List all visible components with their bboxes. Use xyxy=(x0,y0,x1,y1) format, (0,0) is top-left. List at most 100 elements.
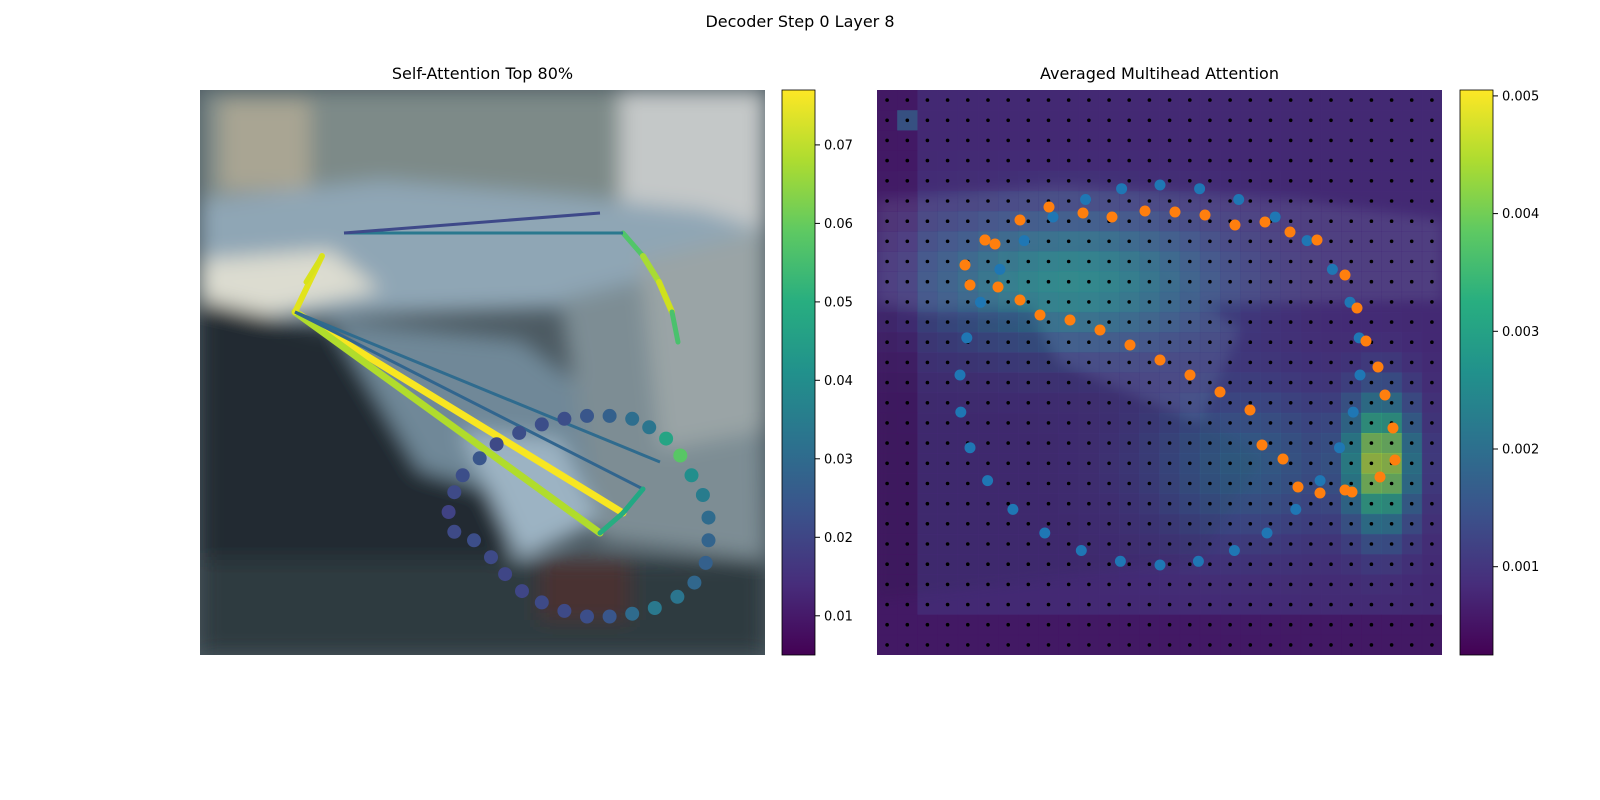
grid-dot xyxy=(1188,98,1192,102)
grid-dot xyxy=(1409,501,1414,506)
grid-dot xyxy=(1389,602,1394,607)
grid-dot xyxy=(1228,118,1232,123)
grid-dot xyxy=(986,441,990,445)
grid-dot xyxy=(1389,401,1394,405)
grid-dot xyxy=(925,118,930,123)
grid-dot xyxy=(945,98,950,102)
grid-dot xyxy=(1389,118,1394,123)
edge xyxy=(343,211,601,235)
grid-dot xyxy=(1349,320,1353,324)
orange-point xyxy=(1374,471,1386,483)
grid-dot xyxy=(1288,441,1293,445)
grid-dot xyxy=(966,582,970,587)
blue-point xyxy=(1233,194,1245,205)
orange-point xyxy=(1014,214,1026,226)
grid-dot xyxy=(1329,542,1333,546)
grid-dot xyxy=(1389,279,1394,284)
grid-dot xyxy=(1228,421,1232,425)
grid-dot xyxy=(1147,582,1152,587)
grid-dot xyxy=(1349,522,1353,526)
grid-dot xyxy=(1188,602,1192,607)
grid-dot xyxy=(1430,522,1434,526)
grid-dot xyxy=(1268,522,1273,526)
grid-dot xyxy=(1167,279,1172,284)
grid-dot xyxy=(1208,501,1212,506)
grid-dot xyxy=(986,320,990,324)
grid-dot xyxy=(1349,138,1353,143)
grid-dot xyxy=(1026,481,1031,486)
blue-point xyxy=(1228,545,1240,556)
grid-dot xyxy=(1288,622,1293,627)
orange-point xyxy=(1311,234,1323,246)
grid-dot xyxy=(925,421,930,425)
grid-dot xyxy=(1208,360,1212,365)
grid-dot xyxy=(1288,279,1293,284)
grid-dot xyxy=(1127,481,1131,486)
orange-point xyxy=(1184,369,1196,381)
orange-points xyxy=(959,201,1401,499)
grid-dot xyxy=(1369,501,1374,506)
grid-dot xyxy=(1389,320,1394,324)
grid-dot xyxy=(945,138,950,143)
grid-dot xyxy=(1389,622,1394,627)
grid-dot xyxy=(1268,239,1273,244)
grid-dot xyxy=(966,643,970,647)
grid-dot xyxy=(1409,158,1414,163)
grid-dot xyxy=(925,199,930,203)
grid-dot xyxy=(1127,643,1131,647)
grid-dot xyxy=(885,401,889,405)
grid-dot xyxy=(1228,643,1232,647)
grid-dot xyxy=(1046,279,1051,284)
attention-point xyxy=(580,609,594,624)
grid-dot xyxy=(1026,158,1031,163)
grid-dot xyxy=(1409,98,1414,102)
grid-dot xyxy=(1268,279,1273,284)
grid-dot xyxy=(1006,622,1010,627)
grid-dot xyxy=(1006,421,1010,425)
grid-dot xyxy=(1268,461,1273,466)
grid-dot xyxy=(1329,481,1333,486)
grid-dot xyxy=(1046,461,1051,466)
grid-dot xyxy=(1288,380,1293,385)
grid-dot xyxy=(1188,199,1192,203)
grid-dot xyxy=(1309,501,1313,506)
grid-dot xyxy=(1409,441,1414,445)
grid-dot xyxy=(1006,461,1010,466)
grid-dot xyxy=(1127,279,1131,284)
grid-dot xyxy=(1248,380,1253,385)
grid-dot xyxy=(1006,118,1010,123)
grid-dot xyxy=(986,622,990,627)
grid-dot xyxy=(1167,259,1172,264)
right-chart-title: Averaged Multihead Attention xyxy=(1040,64,1279,83)
grid-dot xyxy=(1046,522,1051,526)
grid-dot xyxy=(1208,441,1212,445)
grid-dot xyxy=(1268,643,1273,647)
grid-dot xyxy=(925,320,930,324)
grid-dot xyxy=(1369,199,1374,203)
grid-dot xyxy=(1349,622,1353,627)
grid-dot xyxy=(1349,380,1353,385)
grid-dot xyxy=(1127,582,1131,587)
grid-dot xyxy=(1409,300,1414,304)
grid-dot xyxy=(1188,279,1192,284)
grid-dot xyxy=(1369,179,1374,183)
grid-dot xyxy=(1087,522,1091,526)
grid-dot xyxy=(1188,441,1192,445)
grid-dot xyxy=(1127,219,1131,223)
grid-dot xyxy=(966,481,970,486)
blue-point xyxy=(982,475,994,487)
grid-dot xyxy=(1087,118,1091,123)
grid-dot xyxy=(1026,98,1031,102)
edge xyxy=(597,510,626,536)
grid-dot xyxy=(1349,481,1353,486)
grid-dot xyxy=(885,239,889,244)
grid-dot xyxy=(1147,441,1152,445)
grid-dot xyxy=(1288,562,1293,566)
grid-dot xyxy=(1107,401,1111,405)
grid-dot xyxy=(885,118,889,123)
grid-dot xyxy=(1087,481,1091,486)
grid-dot xyxy=(1026,360,1031,365)
grid-dot xyxy=(1107,239,1111,244)
grid-dot xyxy=(1006,401,1010,405)
grid-dot xyxy=(1409,461,1414,466)
